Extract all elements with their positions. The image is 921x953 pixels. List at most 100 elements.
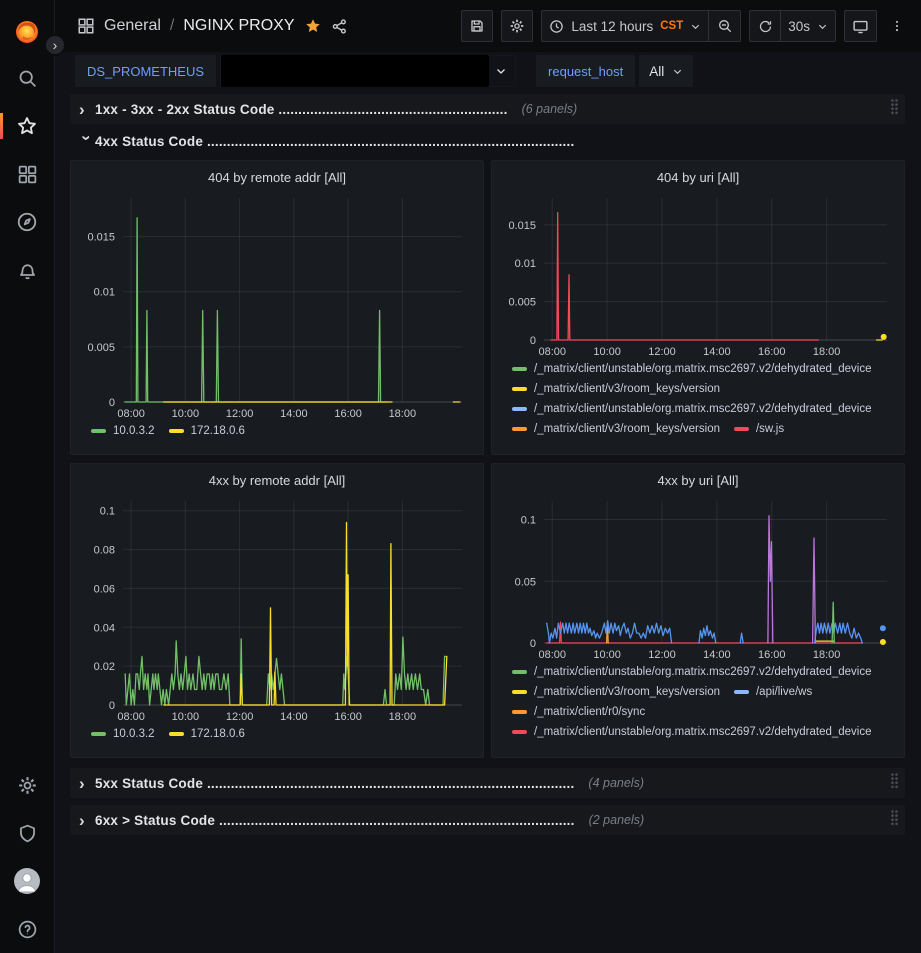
- legend-item[interactable]: /_matrix/client/v3/room_keys/version: [512, 423, 720, 435]
- sidebar-item-alerting[interactable]: [0, 246, 55, 294]
- row-4xx-status-code[interactable]: › 4xx Status Code ......................…: [70, 128, 905, 154]
- svg-text:16:00: 16:00: [334, 408, 362, 420]
- legend-label: /_matrix/client/unstable/org.matrix.msc2…: [534, 726, 872, 738]
- row-6xx-status-code[interactable]: › 6xx > Status Code ....................…: [70, 805, 905, 835]
- legend-label: 10.0.3.2: [113, 728, 155, 740]
- row-5xx-status-code[interactable]: › 5xx Status Code ......................…: [70, 768, 905, 798]
- datasource-select[interactable]: [220, 55, 517, 87]
- chevron-down-icon: [674, 69, 682, 74]
- chart-404-by-remote-addr[interactable]: 08:00 10:00 12:00 14:00 16:00 18:00 0 0.005 0.01…: [79, 190, 472, 422]
- svg-text:12:00: 12:00: [226, 711, 254, 723]
- legend-swatch: [512, 670, 527, 674]
- legend-item[interactable]: 172.18.0.6: [168, 728, 245, 740]
- chart-4xx-by-uri[interactable]: 08:00 10:00 12:00 14:00 16:00 18:00 0 0.05 0.1: [500, 493, 897, 663]
- request-host-label[interactable]: request_host: [536, 55, 636, 87]
- save-dashboard-button[interactable]: [461, 10, 494, 42]
- shield-icon: [19, 824, 35, 842]
- legend-item[interactable]: 172.18.0.6: [168, 425, 245, 437]
- time-range-picker[interactable]: Last 12 hours CST: [541, 10, 710, 42]
- legend-item[interactable]: /_matrix/client/v3/room_keys/version: [512, 686, 720, 698]
- legend-item[interactable]: 10.0.3.2: [91, 728, 155, 740]
- legend-item[interactable]: /_matrix/client/unstable/org.matrix.msc2…: [512, 403, 872, 415]
- grafana-logo[interactable]: [12, 10, 42, 54]
- legend-item[interactable]: 10.0.3.2: [91, 425, 155, 437]
- row-drag-handle[interactable]: [890, 772, 899, 794]
- chevron-down-icon: [497, 69, 505, 74]
- help-icon: [18, 920, 36, 938]
- panel-legend: 10.0.3.2 172.18.0.6: [79, 725, 475, 740]
- svg-text:14:00: 14:00: [280, 711, 308, 723]
- svg-text:0.005: 0.005: [508, 297, 536, 309]
- bell-icon: [19, 263, 35, 279]
- panel-title[interactable]: 4xx by uri [All]: [657, 473, 739, 488]
- panel-title[interactable]: 404 by uri [All]: [656, 170, 740, 185]
- clock-icon: [550, 19, 564, 33]
- kebab-menu-button[interactable]: [885, 10, 909, 42]
- sidebar-item-dashboards[interactable]: [0, 150, 55, 198]
- sidebar-item-explore[interactable]: [0, 198, 55, 246]
- legend-swatch: [512, 690, 527, 694]
- refresh-interval-picker[interactable]: 30s: [781, 10, 836, 42]
- datasource-label[interactable]: DS_PROMETHEUS: [75, 55, 217, 87]
- legend-item[interactable]: /_matrix/client/v3/room_keys/version: [512, 383, 720, 395]
- row-1xx-3xx-2xx-status-code[interactable]: › 1xx - 3xx - 2xx Status Code ..........…: [70, 94, 905, 124]
- dashboard-settings-button[interactable]: [501, 10, 534, 42]
- chevron-right-icon: ›: [79, 810, 85, 830]
- svg-text:0.02: 0.02: [94, 661, 115, 673]
- row-drag-handle[interactable]: [890, 98, 899, 120]
- svg-text:08:00: 08:00: [117, 711, 145, 723]
- legend-swatch: [91, 429, 106, 433]
- breadcrumb-section[interactable]: General: [104, 17, 161, 34]
- legend-label: /api/live/ws: [755, 686, 813, 698]
- zoom-out-button[interactable]: [709, 10, 742, 42]
- row-panel-count: (2 panels): [588, 813, 645, 827]
- refresh-button[interactable]: [749, 10, 782, 42]
- legend-item[interactable]: /sw.js: [733, 423, 784, 435]
- svg-text:0.01: 0.01: [94, 287, 115, 299]
- chart-404-by-uri[interactable]: 08:00 10:00 12:00 14:00 16:00 18:00 0 0.005 0.01…: [500, 190, 897, 360]
- chevron-right-icon: ›: [79, 99, 85, 119]
- tv-mode-button[interactable]: [844, 10, 877, 42]
- monitor-icon: [853, 20, 868, 33]
- panel-title[interactable]: 404 by remote addr [All]: [207, 170, 347, 185]
- svg-text:0.05: 0.05: [515, 576, 536, 588]
- panel-title[interactable]: 4xx by remote addr [All]: [208, 473, 346, 488]
- row-title: 5xx Status Code ........................…: [95, 775, 575, 791]
- chevron-down-icon: ›: [77, 134, 97, 141]
- gear-icon: [511, 19, 524, 33]
- svg-text:10:00: 10:00: [593, 346, 621, 358]
- legend-item[interactable]: /_matrix/client/unstable/org.matrix.msc2…: [512, 666, 872, 678]
- svg-text:10:00: 10:00: [172, 408, 200, 420]
- legend-item[interactable]: /_matrix/client/unstable/org.matrix.msc2…: [512, 363, 872, 375]
- time-range-label: Last 12 hours: [571, 18, 654, 34]
- legend-item[interactable]: /api/live/ws: [733, 686, 813, 698]
- svg-text:12:00: 12:00: [226, 408, 254, 420]
- sidebar-item-server-admin[interactable]: [0, 809, 55, 857]
- sidebar-expand-button[interactable]: ›: [44, 34, 66, 56]
- sidebar-item-search[interactable]: [0, 54, 55, 102]
- breadcrumb: General / NGINX PROXY: [77, 17, 348, 35]
- chart-4xx-by-remote-addr[interactable]: 08:00 10:00 12:00 14:00 16:00 18:00 0 0.02 0.04 0…: [79, 493, 472, 725]
- svg-text:16:00: 16:00: [334, 711, 362, 723]
- svg-text:16:00: 16:00: [758, 346, 786, 358]
- sidebar-item-profile[interactable]: [0, 857, 55, 905]
- sidebar-item-help[interactable]: [0, 905, 55, 953]
- sidebar-item-configuration[interactable]: [0, 761, 55, 809]
- active-indicator: [0, 113, 3, 139]
- row-title: 4xx Status Code ........................…: [95, 133, 575, 149]
- svg-text:0.06: 0.06: [94, 583, 115, 595]
- svg-text:0: 0: [109, 700, 115, 712]
- svg-text:18:00: 18:00: [389, 408, 417, 420]
- avatar: [14, 868, 40, 894]
- share-icon[interactable]: [331, 18, 348, 35]
- sidebar-item-starred[interactable]: [0, 102, 55, 150]
- zoom-out-icon: [718, 20, 731, 33]
- request-host-select[interactable]: All: [639, 55, 694, 87]
- favorite-star-icon[interactable]: [304, 17, 322, 35]
- gear-icon: [18, 776, 36, 794]
- refresh-interval-label: 30s: [788, 18, 810, 34]
- svg-text:0.005: 0.005: [87, 342, 115, 354]
- legend-item[interactable]: /_matrix/client/r0/sync: [512, 706, 645, 718]
- legend-item[interactable]: /_matrix/client/unstable/org.matrix.msc2…: [512, 726, 872, 738]
- row-drag-handle[interactable]: [890, 809, 899, 831]
